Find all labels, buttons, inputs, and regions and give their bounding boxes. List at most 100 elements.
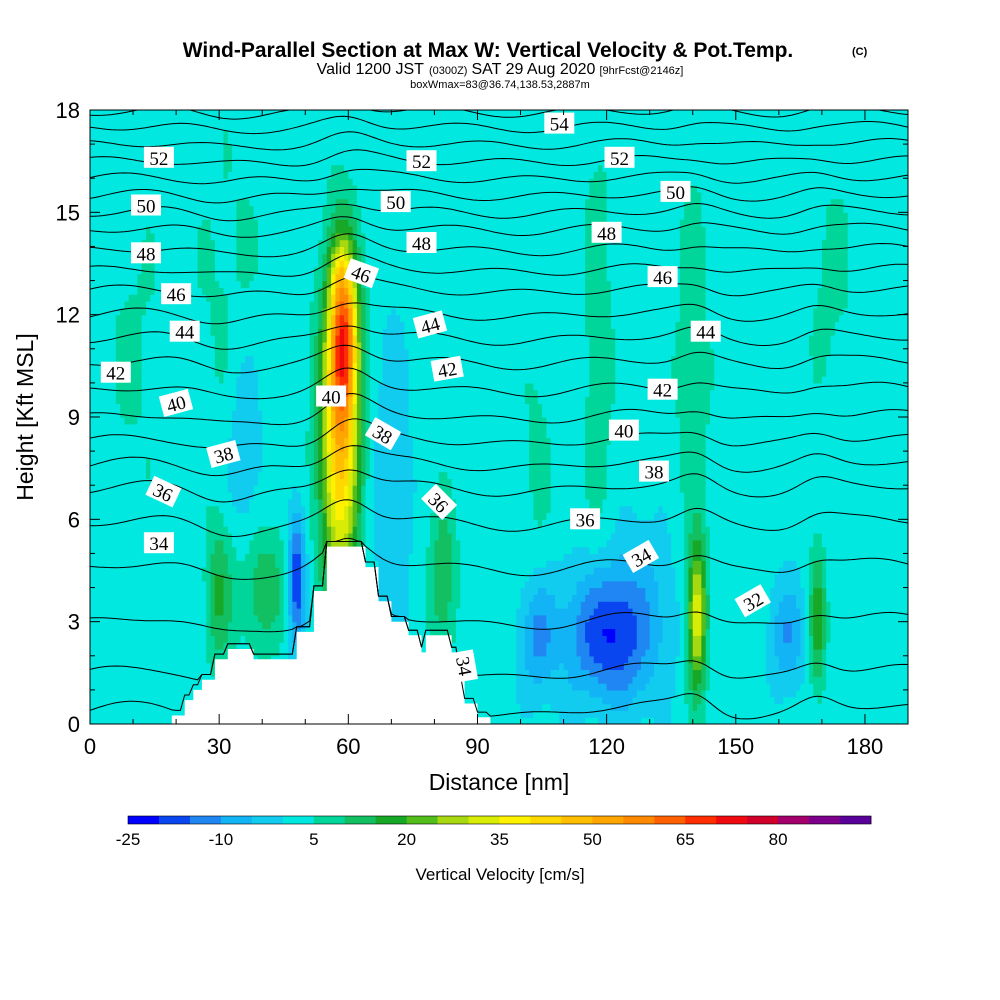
field-cell	[257, 621, 263, 630]
field-cell	[305, 471, 311, 479]
field-cell	[292, 348, 298, 357]
field-cell	[111, 669, 117, 677]
field-cell	[102, 703, 108, 711]
field-cell	[305, 396, 311, 404]
field-cell	[262, 123, 268, 132]
field-cell	[275, 601, 281, 609]
field-cell	[107, 683, 113, 691]
field-cell	[111, 328, 117, 336]
field-cell	[206, 376, 212, 384]
field-cell	[322, 294, 328, 302]
field-cell	[236, 348, 242, 357]
field-cell	[219, 573, 225, 582]
field-cell	[137, 689, 143, 698]
field-cell	[257, 444, 263, 452]
field-cell	[120, 396, 126, 404]
field-cell	[309, 246, 315, 254]
field-cell	[90, 403, 95, 411]
field-cell	[210, 580, 216, 589]
field-cell	[94, 335, 100, 343]
field-cell	[154, 608, 160, 616]
field-cell	[240, 116, 246, 125]
field-cell	[275, 137, 281, 145]
field-cell	[305, 328, 311, 336]
field-cell	[227, 260, 233, 268]
field-cell	[120, 205, 126, 213]
field-cell	[115, 307, 121, 316]
field-cell	[180, 655, 186, 664]
field-cell	[262, 498, 268, 507]
field-cell	[189, 573, 194, 582]
field-cell	[107, 567, 113, 575]
field-cell	[305, 451, 311, 459]
field-cell	[318, 464, 324, 473]
field-cell	[145, 567, 151, 575]
field-cell	[288, 266, 293, 275]
field-cell	[244, 519, 250, 527]
field-cell	[171, 157, 177, 166]
field-cell	[197, 471, 203, 479]
field-cell	[150, 164, 156, 172]
field-cell	[257, 301, 263, 309]
field-cell	[305, 614, 311, 623]
field-cell	[227, 396, 233, 404]
field-cell	[189, 676, 194, 684]
field-cell	[305, 294, 311, 302]
field-cell	[158, 260, 164, 268]
field-cell	[154, 567, 160, 575]
field-cell	[236, 137, 242, 145]
field-cell	[253, 642, 259, 650]
field-cell	[163, 567, 169, 575]
field-cell	[167, 116, 173, 125]
field-cell	[141, 526, 147, 534]
field-cell	[154, 642, 160, 650]
field-cell	[133, 676, 138, 684]
field-cell	[292, 457, 298, 466]
field-cell	[249, 355, 255, 364]
field-cell	[279, 539, 285, 548]
field-cell	[318, 301, 324, 309]
field-cell	[154, 178, 160, 186]
field-cell	[227, 157, 233, 166]
field-cell	[210, 144, 216, 152]
field-cell	[227, 225, 233, 234]
field-cell	[236, 164, 242, 172]
field-cell	[201, 301, 207, 309]
field-cell	[227, 519, 233, 527]
field-cell	[288, 546, 293, 555]
field-cell	[283, 478, 289, 486]
field-cell	[257, 410, 263, 418]
field-cell	[201, 628, 207, 636]
field-cell	[94, 150, 100, 159]
field-cell	[223, 539, 229, 548]
field-cell	[270, 198, 276, 207]
field-cell	[98, 157, 104, 166]
field-cell	[94, 696, 100, 705]
field-cell	[244, 164, 250, 172]
field-cell	[94, 621, 100, 630]
field-cell	[275, 219, 281, 227]
field-cell	[171, 689, 177, 698]
field-cell	[257, 492, 263, 500]
field-cell	[201, 430, 207, 439]
field-cell	[305, 369, 311, 377]
field-cell	[154, 307, 160, 316]
field-cell	[189, 307, 194, 316]
field-cell	[193, 519, 199, 527]
field-cell	[167, 696, 173, 705]
field-cell	[236, 110, 242, 118]
field-cell	[107, 669, 113, 677]
field-cell	[305, 110, 311, 118]
field-cell	[283, 580, 289, 589]
field-cell	[141, 110, 147, 118]
field-cell	[145, 301, 151, 309]
field-cell	[313, 178, 319, 186]
field-cell	[176, 437, 182, 445]
field-cell	[292, 280, 298, 288]
field-cell	[189, 457, 194, 466]
field-cell	[270, 219, 276, 227]
field-cell	[249, 205, 255, 213]
field-cell	[244, 526, 250, 534]
field-cell	[309, 560, 315, 568]
field-cell	[232, 642, 237, 650]
